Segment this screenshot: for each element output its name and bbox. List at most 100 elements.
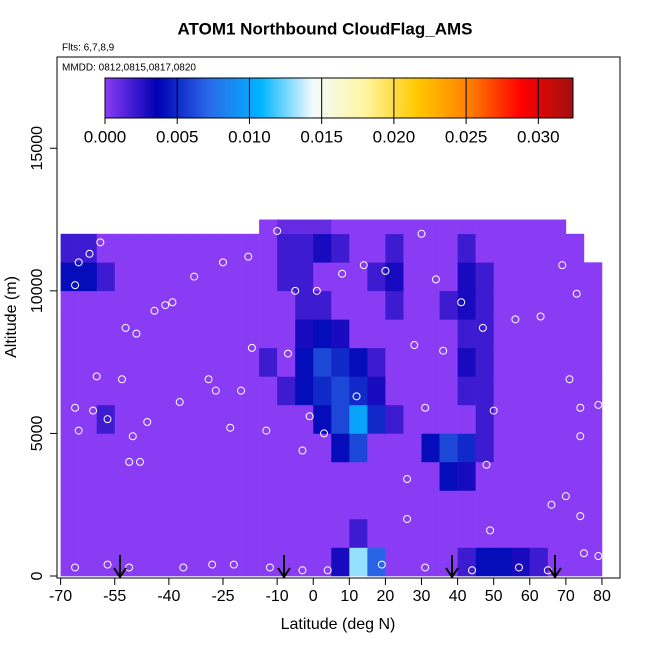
heatmap-cell [439,376,458,406]
heatmap-cell [277,404,296,434]
heatmap-cell [259,262,278,292]
heatmap-cell [403,347,422,377]
sample-point [283,349,292,358]
heatmap-cell [511,433,531,463]
heatmap-cell [241,490,260,520]
heatmap-cell [439,547,458,577]
sample-point [338,269,347,278]
heatmap-cell [114,290,134,320]
sample-point [298,446,307,455]
colorbar-tick-label: 0.010 [228,127,271,146]
heatmap-cell [259,233,278,263]
heatmap-cell [60,547,79,577]
heatmap-cell [385,547,404,577]
heatmap-cell [168,404,188,434]
heatmap-cell [259,518,278,548]
sample-point [352,392,361,401]
heatmap-cell [529,547,549,577]
heatmap-cell [565,262,585,292]
sample-point [190,272,199,281]
heatmap-cell [150,547,170,577]
heatmap-cell [403,518,422,548]
heatmap-cell [529,319,549,349]
heatmap-cell [168,233,188,263]
heatmap-cell [403,490,422,520]
heatmap-cell [565,547,585,577]
sample-point [377,560,386,569]
heatmap-cell [493,233,513,263]
sample-point [410,341,419,350]
heatmap-cell [475,547,494,577]
heatmap-cell [421,262,440,292]
heatmap-cell [529,518,549,548]
heatmap-cell [385,319,404,349]
y-tick-label: 0 [29,571,46,580]
heatmap-cell [132,433,152,463]
heatmap-cell [511,547,531,577]
heatmap-cell [385,518,404,548]
sample-point [208,560,217,569]
heatmap-cell [547,262,567,292]
heatmap-cell [168,290,188,320]
x-tick-label: 50 [485,588,503,605]
heatmap-cell [96,262,116,292]
x-tick-label: 10 [340,588,358,605]
heatmap-cell [331,490,350,520]
heatmap-cell [150,461,170,491]
heatmap-cell [204,290,224,320]
heatmap-cell [186,233,206,263]
heatmap-cell [259,347,278,377]
heatmap-cell [96,518,116,548]
heatmap-cell [223,490,242,520]
heatmap-cell [331,547,350,577]
sample-point [594,400,603,409]
heatmap-cell [583,347,603,377]
heatmap-cell [168,518,188,548]
sample-point [417,229,426,238]
heatmap-cell [186,404,206,434]
heatmap-cell [349,262,368,292]
heatmap-cell [132,262,152,292]
heatmap-cell [565,433,585,463]
heatmap-cell [583,518,603,548]
sample-point [421,563,430,572]
heatmap-cell [529,433,549,463]
sample-point [143,418,152,427]
heatmap-cell [331,347,350,377]
heatmap-cell [439,219,458,235]
heatmap-cell [367,376,386,406]
heatmap-cell [313,290,332,320]
heatmap-cell [421,376,440,406]
heatmap-cell [457,490,476,520]
heatmap-cell [439,262,458,292]
heatmap-cell [168,347,188,377]
heatmap-cell [583,290,603,320]
heatmap-cell [421,547,440,577]
heatmap-cell [547,233,567,263]
heatmap-cell [259,547,278,577]
sample-point [312,286,321,295]
heatmap-cell [493,404,513,434]
sample-point [226,423,235,432]
heatmap-cell [114,233,134,263]
sample-point [291,286,300,295]
heatmap-cell [457,518,476,548]
heatmap-cell [457,233,476,263]
sample-point [71,403,80,412]
sample-point [85,249,94,258]
heatmap-cell [565,490,585,520]
sample-point [273,226,282,235]
heatmap-cell [331,404,350,434]
heatmap-cell [295,376,314,406]
x-tick-label: 0 [309,588,318,605]
heatmap-cell [241,233,260,263]
heatmap-cell [78,290,97,320]
heatmap-cell [565,461,585,491]
heatmap-cell [547,433,567,463]
heatmap-cell [132,547,152,577]
heatmap-cell [259,433,278,463]
sample-point [92,372,101,381]
colorbar-tick-label: 0.030 [517,127,560,146]
heatmap-cell [168,461,188,491]
